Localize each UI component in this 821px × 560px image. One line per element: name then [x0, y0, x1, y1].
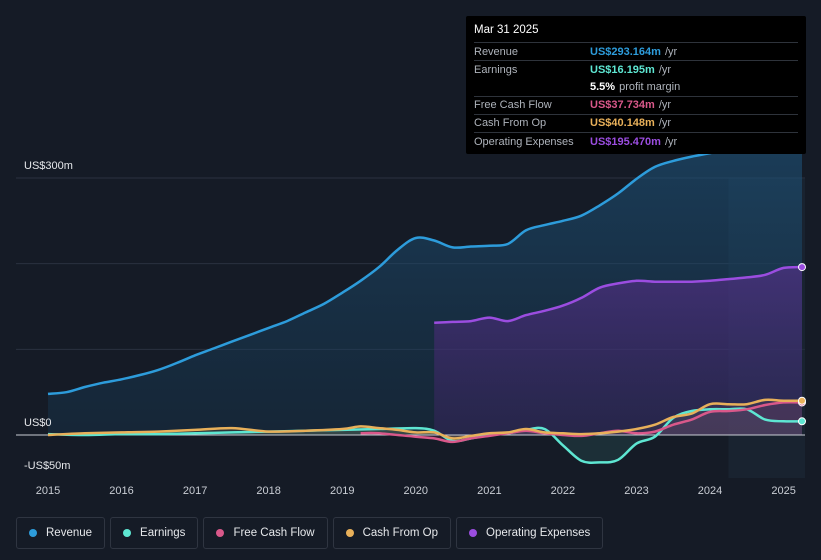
x-tick-2021: 2021 — [477, 485, 502, 497]
line-operating-expenses — [434, 265, 803, 325]
legend: Revenue Earnings Free Cash Flow Cash From O… — [16, 517, 604, 549]
x-tick-2016: 2016 — [109, 485, 134, 497]
legend-item-revenue[interactable]: Revenue — [16, 517, 106, 549]
legend-item-cash-from-op[interactable]: Cash From Op — [332, 517, 452, 549]
line-revenue — [47, 128, 803, 396]
series-lines — [47, 128, 803, 464]
legend-dot-icon — [345, 529, 354, 537]
y-label-top: US$300m — [24, 160, 73, 172]
x-tick-2020: 2020 — [403, 485, 429, 497]
line-cash-from-op — [47, 398, 803, 440]
y-label-bottom: -US$50m — [24, 460, 71, 472]
tooltip-label: Earnings — [474, 63, 518, 76]
x-tick-2022: 2022 — [550, 485, 576, 497]
endpoint-earnings — [798, 417, 806, 426]
tooltip-value: US$293.164m — [590, 45, 661, 58]
legend-item-operating-expenses[interactable]: Operating Expenses — [456, 517, 604, 549]
tooltip-label: Operating Expenses — [474, 135, 574, 148]
series-areas — [48, 129, 802, 463]
tooltip-unit: /yr — [664, 45, 678, 58]
legend-dot-icon — [123, 529, 132, 537]
legend-label: Free Cash Flow — [233, 527, 315, 539]
tooltip-unit: /yr — [664, 135, 678, 148]
x-tick-2019: 2019 — [329, 485, 355, 497]
tooltip-rows: Revenue US$293.164m/yr Earnings US$16.195m /… — [474, 42, 798, 150]
tooltip-unit: /yr — [658, 63, 672, 76]
endpoint-operating-expenses — [798, 263, 806, 272]
tooltip-unit: profit margin — [619, 80, 681, 93]
legend-dot-icon — [469, 529, 478, 537]
tooltip-unit: /yr — [658, 99, 672, 112]
tooltip-row: Free Cash Flow US$37.734m/yr — [474, 95, 798, 114]
legend-label: Revenue — [46, 527, 93, 539]
legend-item-earnings[interactable]: Earnings — [110, 517, 199, 549]
tooltip-value: US$16.195m — [590, 63, 655, 76]
y-label-zero: US$0 — [24, 417, 52, 429]
legend-label: Cash From Op — [362, 527, 439, 539]
x-tick-2017: 2017 — [182, 485, 208, 497]
tooltip-value: 5.5% — [590, 80, 616, 93]
tooltip-unit: /yr — [658, 117, 672, 130]
tooltip-label: Revenue — [474, 45, 519, 58]
tooltip-row: Operating Expenses US$195.470m/yr — [474, 131, 798, 150]
x-tick-2018: 2018 — [256, 485, 281, 497]
tooltip-value: US$195.470m — [590, 135, 661, 148]
x-tick-2024: 2024 — [697, 485, 723, 497]
area-earnings — [48, 408, 802, 463]
x-tick-2015: 2015 — [35, 485, 61, 497]
legend-dot-icon — [216, 529, 225, 537]
tooltip-value: US$37.734m — [590, 99, 655, 112]
tooltip-label: Cash From Op — [474, 117, 547, 130]
legend-item-free-cash-flow[interactable]: Free Cash Flow — [203, 517, 328, 549]
tooltip-label: Free Cash Flow — [474, 99, 552, 112]
tooltip: Mar 31 2025 Revenue US$293.164m/yr Earning… — [466, 16, 806, 154]
tooltip-row: Revenue US$293.164m/yr — [474, 42, 798, 60]
legend-label: Earnings — [140, 527, 186, 539]
legend-label: Operating Expenses — [486, 527, 591, 539]
tooltip-row: 5.5% profit margin — [474, 78, 798, 95]
tooltip-row: Cash From Op US$40.148m/yr — [474, 113, 798, 132]
tooltip-date: Mar 31 2025 — [474, 24, 539, 36]
x-tick-2023: 2023 — [624, 485, 649, 497]
legend-dot-icon — [29, 529, 37, 537]
tooltip-row: Earnings US$16.195m/yr — [474, 60, 798, 78]
endpoint-cash-from-op — [798, 396, 806, 405]
area-operating-expenses — [434, 267, 802, 435]
x-tick-2025: 2025 — [771, 485, 796, 497]
tooltip-value: US$40.148m — [590, 117, 655, 130]
